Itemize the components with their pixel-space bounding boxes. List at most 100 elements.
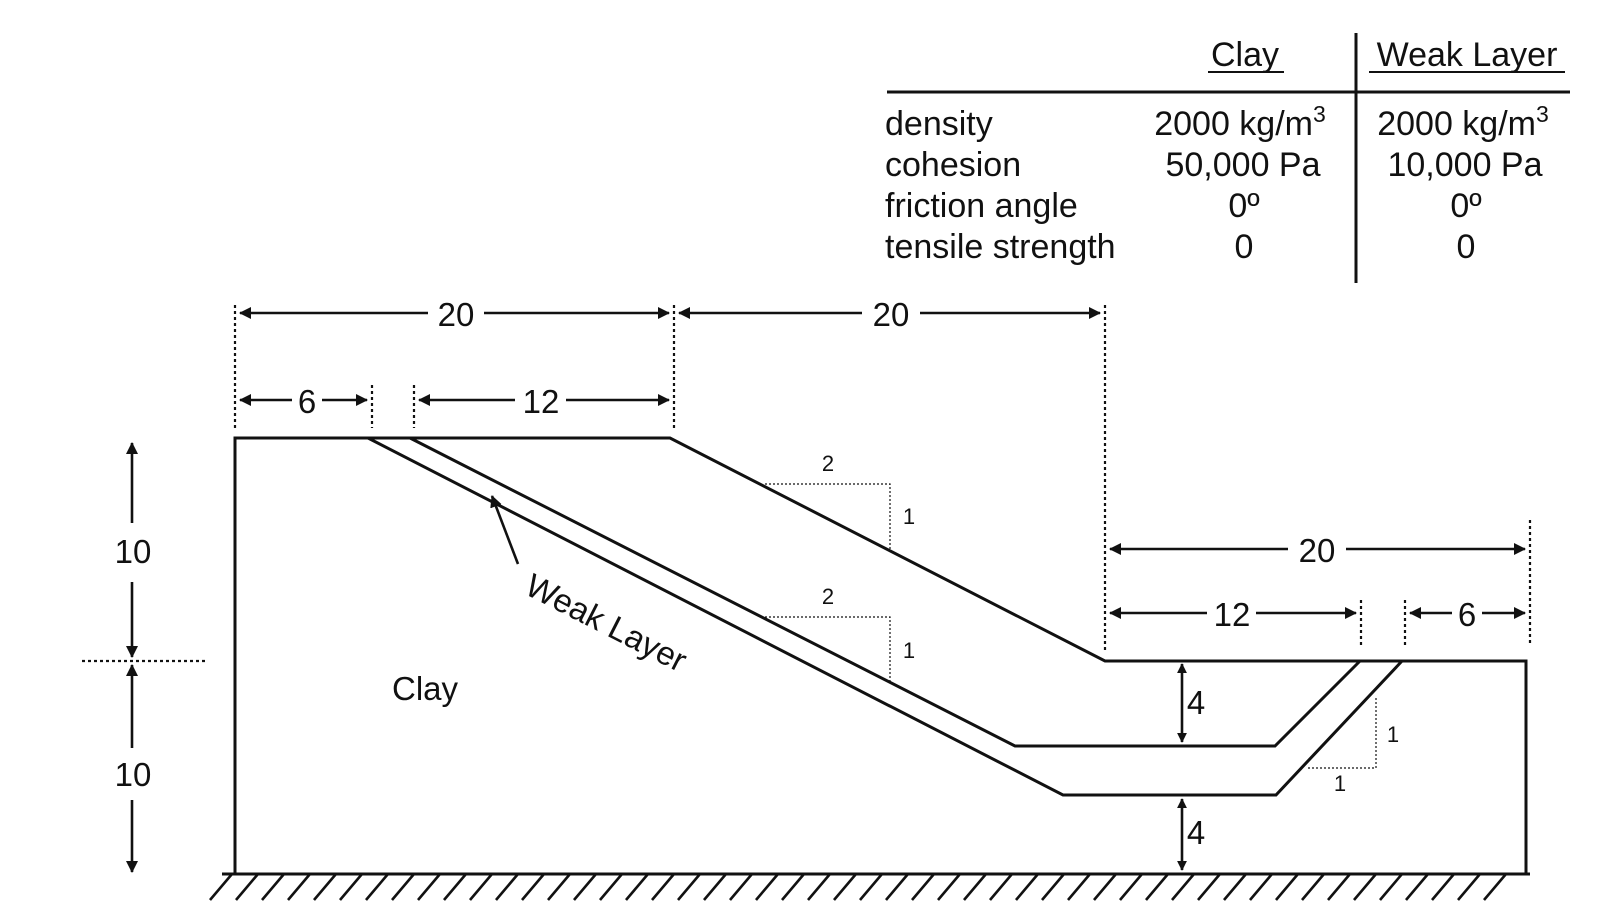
ground-hatch-mark — [859, 873, 883, 901]
table-header-weak-layer: Weak Layer — [1377, 36, 1558, 74]
clay-cohesion-value: 50,000 Pa — [1165, 146, 1320, 184]
ground-hatch-mark — [209, 873, 233, 901]
ground-hatch-mark — [1327, 873, 1351, 901]
weak-layer-callout: Weak Layer — [490, 495, 693, 679]
ground-hatching — [209, 873, 1507, 901]
ground-hatch-mark — [937, 873, 961, 901]
property-density: density — [885, 105, 993, 143]
table-header-clay: Clay — [1211, 36, 1279, 74]
weak-layer-top-boundary — [409, 436, 1362, 748]
ground-hatch-mark — [1379, 873, 1403, 901]
right-extension-lines — [1359, 520, 1532, 645]
dimension-top-left-width-label: 20 — [438, 296, 475, 333]
ground-hatch-mark — [235, 873, 259, 901]
dimension-layer-thickness-upper-label: 4 — [1187, 684, 1205, 721]
ground-hatch-mark — [495, 873, 519, 901]
ground-hatch-mark — [573, 873, 597, 901]
ground-hatch-mark — [1093, 873, 1117, 901]
slope-upper-rise: 1 — [903, 504, 915, 529]
slope-ratio-upper: 2 1 — [765, 451, 915, 550]
ground-hatch-mark — [1483, 873, 1507, 901]
ground-hatch-mark — [677, 873, 701, 901]
property-friction-angle: friction angle — [885, 187, 1078, 225]
ground-hatch-mark — [1015, 873, 1039, 901]
dimension-bottom-right-20: 20 — [1109, 532, 1526, 569]
weak-cohesion-value: 10,000 Pa — [1387, 146, 1542, 184]
ground-hatch-mark — [781, 873, 805, 901]
weak-layer-label: Weak Layer — [520, 566, 693, 679]
ground-hatch-mark — [469, 873, 493, 901]
ground-hatch-mark — [547, 873, 571, 901]
slope-ratio-right: 1 1 — [1308, 698, 1399, 796]
dimension-left-heights: 10 10 — [82, 442, 205, 873]
ground-hatch-mark — [1067, 873, 1091, 901]
ground-hatch-mark — [313, 873, 337, 901]
dimension-bottom-right-width-label: 20 — [1299, 532, 1336, 569]
ground-hatch-mark — [1431, 873, 1455, 901]
ground-hatch-mark — [599, 873, 623, 901]
ground-hatch-mark — [417, 873, 441, 901]
dimension-layer-thickness-lower: 4 — [1177, 798, 1205, 871]
ground-hatch-mark — [885, 873, 909, 901]
ground-hatch-mark — [339, 873, 363, 901]
property-cohesion: cohesion — [885, 146, 1021, 184]
slope-middle-rise: 1 — [903, 638, 915, 663]
ground-hatch-mark — [989, 873, 1013, 901]
ground-base — [209, 872, 1530, 901]
ground-hatch-mark — [703, 873, 727, 901]
top-extension-lines — [233, 305, 1107, 650]
ground-hatch-mark — [1223, 873, 1247, 901]
property-tensile-strength: tensile strength — [885, 228, 1116, 266]
ground-hatch-mark — [833, 873, 857, 901]
weak-friction-angle-value: 0º — [1450, 187, 1481, 225]
dimension-top-left-12: 12 — [418, 383, 670, 420]
dimension-top-slope-20: 20 — [678, 296, 1101, 333]
slope-geometry — [233, 436, 1528, 874]
dimension-layer-thickness-lower-label: 4 — [1187, 814, 1205, 851]
ground-hatch-mark — [1119, 873, 1143, 901]
weak-density-value: 2000 kg/m3 — [1377, 101, 1549, 143]
dimension-bottom-right-part1-label: 12 — [1214, 596, 1251, 633]
dimension-top-slope-width-label: 20 — [873, 296, 910, 333]
clay-region-label: Clay — [392, 670, 459, 707]
ground-hatch-mark — [1275, 873, 1299, 901]
ground-hatch-mark — [1145, 873, 1169, 901]
dimension-bottom-right-12: 12 — [1109, 596, 1357, 633]
dimension-top-left-20: 20 — [239, 296, 670, 333]
slope-ratio-middle: 2 1 — [765, 584, 915, 682]
ground-hatch-mark — [1041, 873, 1065, 901]
ground-hatch-mark — [1249, 873, 1273, 901]
weak-tensile-strength-value: 0 — [1457, 228, 1476, 266]
clay-tensile-strength-value: 0 — [1235, 228, 1254, 266]
slope-middle-run: 2 — [822, 584, 834, 609]
ground-hatch-mark — [443, 873, 467, 901]
clay-friction-angle-value: 0º — [1228, 187, 1259, 225]
weak-layer-pointer-arrow — [490, 495, 520, 565]
slope-outer-boundary — [233, 436, 1528, 874]
weak-layer-bottom-boundary — [367, 436, 1404, 797]
ground-hatch-mark — [625, 873, 649, 901]
dimension-top-left-part1-label: 6 — [298, 383, 316, 420]
ground-hatch-mark — [1301, 873, 1325, 901]
ground-hatch-mark — [287, 873, 311, 901]
ground-hatch-mark — [1353, 873, 1377, 901]
dimension-left-lower-height-label: 10 — [115, 756, 152, 793]
dimension-top-left-part2-label: 12 — [523, 383, 560, 420]
ground-hatch-mark — [911, 873, 935, 901]
slope-right-run: 1 — [1334, 771, 1346, 796]
ground-hatch-mark — [729, 873, 753, 901]
ground-hatch-mark — [261, 873, 285, 901]
dimension-bottom-right-part2-label: 6 — [1458, 596, 1476, 633]
ground-hatch-mark — [391, 873, 415, 901]
ground-hatch-mark — [1405, 873, 1429, 901]
dimension-bottom-right-6: 6 — [1409, 596, 1526, 633]
ground-hatch-mark — [521, 873, 545, 901]
dimension-left-upper-height-label: 10 — [115, 533, 152, 570]
slope-upper-run: 2 — [822, 451, 834, 476]
ground-hatch-mark — [1457, 873, 1481, 901]
ground-hatch-mark — [1171, 873, 1195, 901]
ground-hatch-mark — [755, 873, 779, 901]
ground-hatch-mark — [963, 873, 987, 901]
dimension-layer-thickness-upper: 4 — [1177, 663, 1205, 743]
